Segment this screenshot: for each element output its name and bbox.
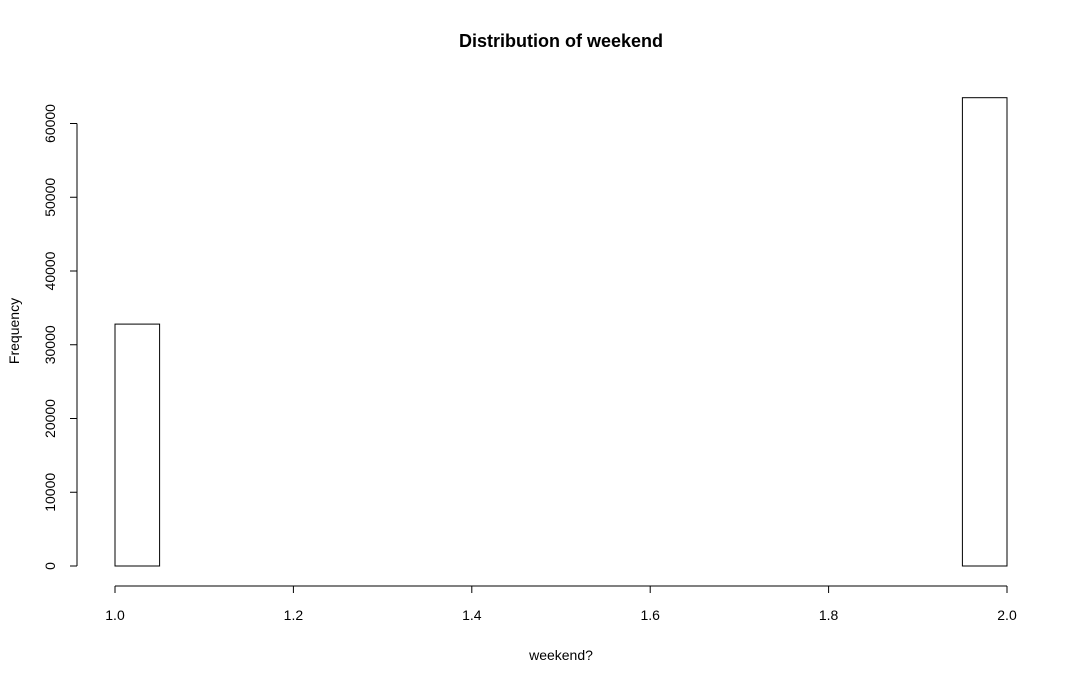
x-tick-label-4: 1.8: [819, 607, 839, 623]
x-tick-label-3: 1.6: [640, 607, 660, 623]
x-axis-label: weekend?: [528, 647, 593, 663]
x-axis: 1.0 1.2 1.4 1.6 1.8 2.0: [105, 585, 1017, 623]
y-tick-label-1: 10000: [42, 473, 58, 512]
y-tick-label-4: 40000: [42, 251, 58, 290]
y-tick-label-6: 60000: [42, 104, 58, 143]
histogram-bar-0: [114, 323, 161, 567]
x-tick-label-5: 2.0: [997, 607, 1017, 623]
x-tick-label-1: 1.2: [284, 607, 304, 623]
y-tick-label-3: 30000: [42, 325, 58, 364]
chart-title: Distribution of weekend: [459, 31, 663, 51]
y-tick-label-2: 20000: [42, 399, 58, 438]
y-axis: 0 10000 20000 30000 40000 50000 60000: [42, 104, 78, 570]
y-axis-label: Frequency: [6, 298, 22, 364]
y-tick-label-0: 0: [42, 562, 58, 570]
y-tick-label-5: 50000: [42, 178, 58, 217]
histogram-bars: [114, 97, 1008, 567]
x-tick-label-0: 1.0: [105, 607, 125, 623]
histogram-bar-19: [961, 97, 1008, 567]
x-tick-label-2: 1.4: [462, 607, 482, 623]
